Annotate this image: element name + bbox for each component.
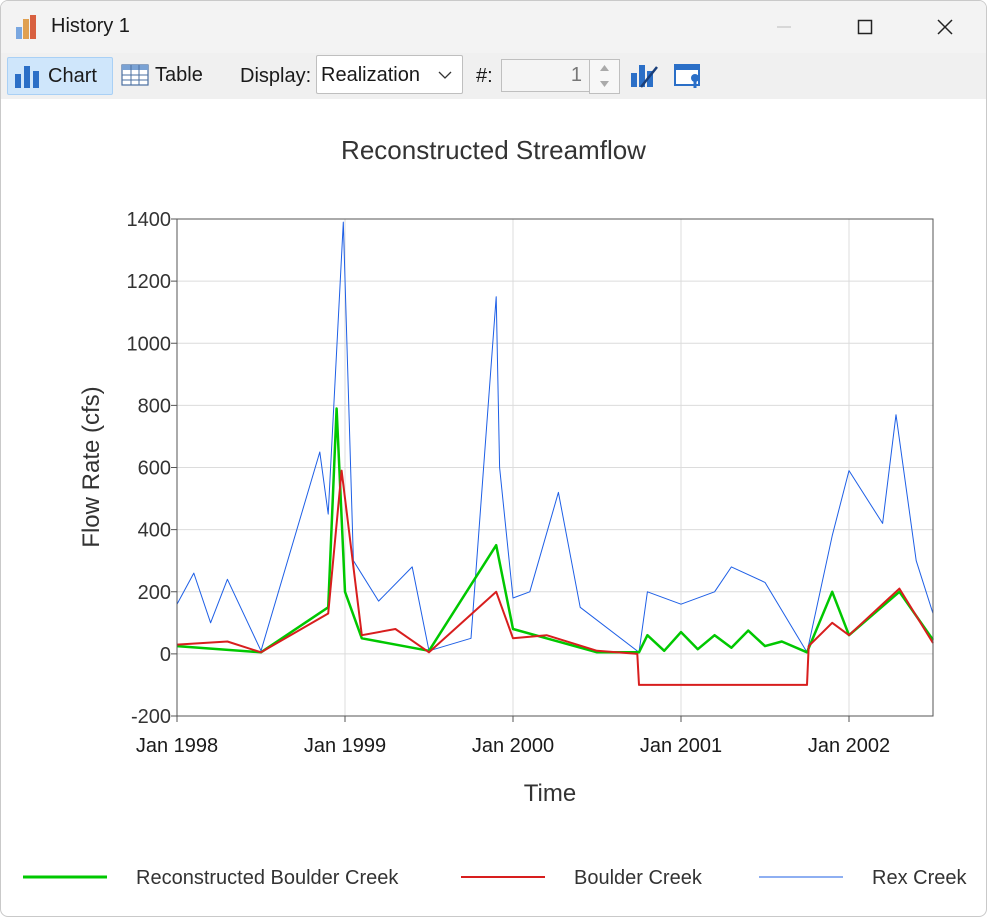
table-tab-label: Table bbox=[155, 63, 203, 86]
legend-label-rex: Rex Creek bbox=[872, 867, 967, 889]
toolbar: Chart Table Display: Realization #: 1 bbox=[1, 53, 986, 99]
y-tick-label: 1000 bbox=[127, 333, 172, 355]
x-tick-label: Jan 2000 bbox=[472, 735, 554, 757]
chart-app-icon bbox=[16, 15, 36, 39]
series-line-boulder-creek bbox=[176, 469, 934, 686]
y-tick-label: 200 bbox=[138, 582, 171, 604]
y-tick-label: 1400 bbox=[127, 209, 172, 231]
chart-tab-button[interactable]: Chart bbox=[7, 57, 113, 95]
realization-number-value: 1 bbox=[570, 64, 582, 86]
number-label: #: bbox=[476, 65, 493, 87]
chevron-down-icon bbox=[438, 71, 452, 79]
window-title: History 1 bbox=[51, 15, 130, 37]
display-select[interactable]: Realization bbox=[316, 55, 463, 94]
close-button[interactable] bbox=[922, 1, 968, 53]
legend-swatch-boulder bbox=[461, 876, 545, 878]
realization-spinner[interactable] bbox=[589, 59, 620, 94]
legend-label-boulder: Boulder Creek bbox=[574, 867, 702, 889]
minimize-button[interactable] bbox=[761, 1, 807, 53]
series-line-reconstructed-boulder-creek bbox=[176, 407, 935, 654]
y-tick-label: 400 bbox=[138, 520, 171, 542]
x-tick-label: Jan 1999 bbox=[304, 735, 386, 757]
title-bar: History 1 bbox=[1, 1, 986, 53]
chart-title: Reconstructed Streamflow bbox=[341, 135, 646, 165]
series-line-rex-creek bbox=[176, 221, 934, 653]
minimize-icon bbox=[777, 26, 791, 28]
table-tab-button[interactable]: Table bbox=[121, 57, 211, 93]
y-tick-label: 800 bbox=[138, 395, 171, 417]
close-icon bbox=[937, 19, 953, 35]
chart-tab-label: Chart bbox=[48, 64, 97, 87]
spin-down-icon[interactable] bbox=[590, 77, 619, 93]
x-tick-label: Jan 1998 bbox=[136, 735, 218, 757]
legend-swatch-reconstructed-boulder bbox=[23, 875, 107, 879]
legend-label-reconstructed-boulder: Reconstructed Boulder Creek bbox=[136, 867, 399, 889]
y-axis-label: Flow Rate (cfs) bbox=[78, 386, 105, 547]
y-tick-label: 600 bbox=[138, 458, 171, 480]
y-tick-label: -200 bbox=[131, 706, 171, 728]
window-settings-button[interactable] bbox=[673, 57, 707, 93]
chart-edit-icon bbox=[631, 65, 658, 88]
y-tick-label: 1200 bbox=[127, 271, 172, 293]
y-tick-label: 0 bbox=[160, 644, 171, 666]
chart-properties-button[interactable] bbox=[629, 57, 663, 93]
display-select-value: Realization bbox=[321, 64, 420, 86]
x-tick-label: Jan 2002 bbox=[808, 735, 890, 757]
maximize-button[interactable] bbox=[842, 1, 888, 53]
legend-swatch-rex bbox=[759, 876, 843, 878]
display-label: Display: bbox=[240, 65, 312, 87]
x-axis-label: Time bbox=[524, 780, 576, 807]
realization-number-input[interactable]: 1 bbox=[501, 59, 591, 92]
maximize-icon bbox=[857, 19, 873, 35]
bar-chart-icon bbox=[15, 66, 39, 88]
streamflow-chart: -200 0 200 400 600 800 1000 1200 1400 Jan 1998 Ja… bbox=[78, 209, 935, 807]
table-icon bbox=[121, 64, 149, 86]
x-tick-label: Jan 2001 bbox=[640, 735, 722, 757]
spin-up-icon[interactable] bbox=[590, 60, 619, 76]
window-settings-icon bbox=[674, 64, 700, 88]
